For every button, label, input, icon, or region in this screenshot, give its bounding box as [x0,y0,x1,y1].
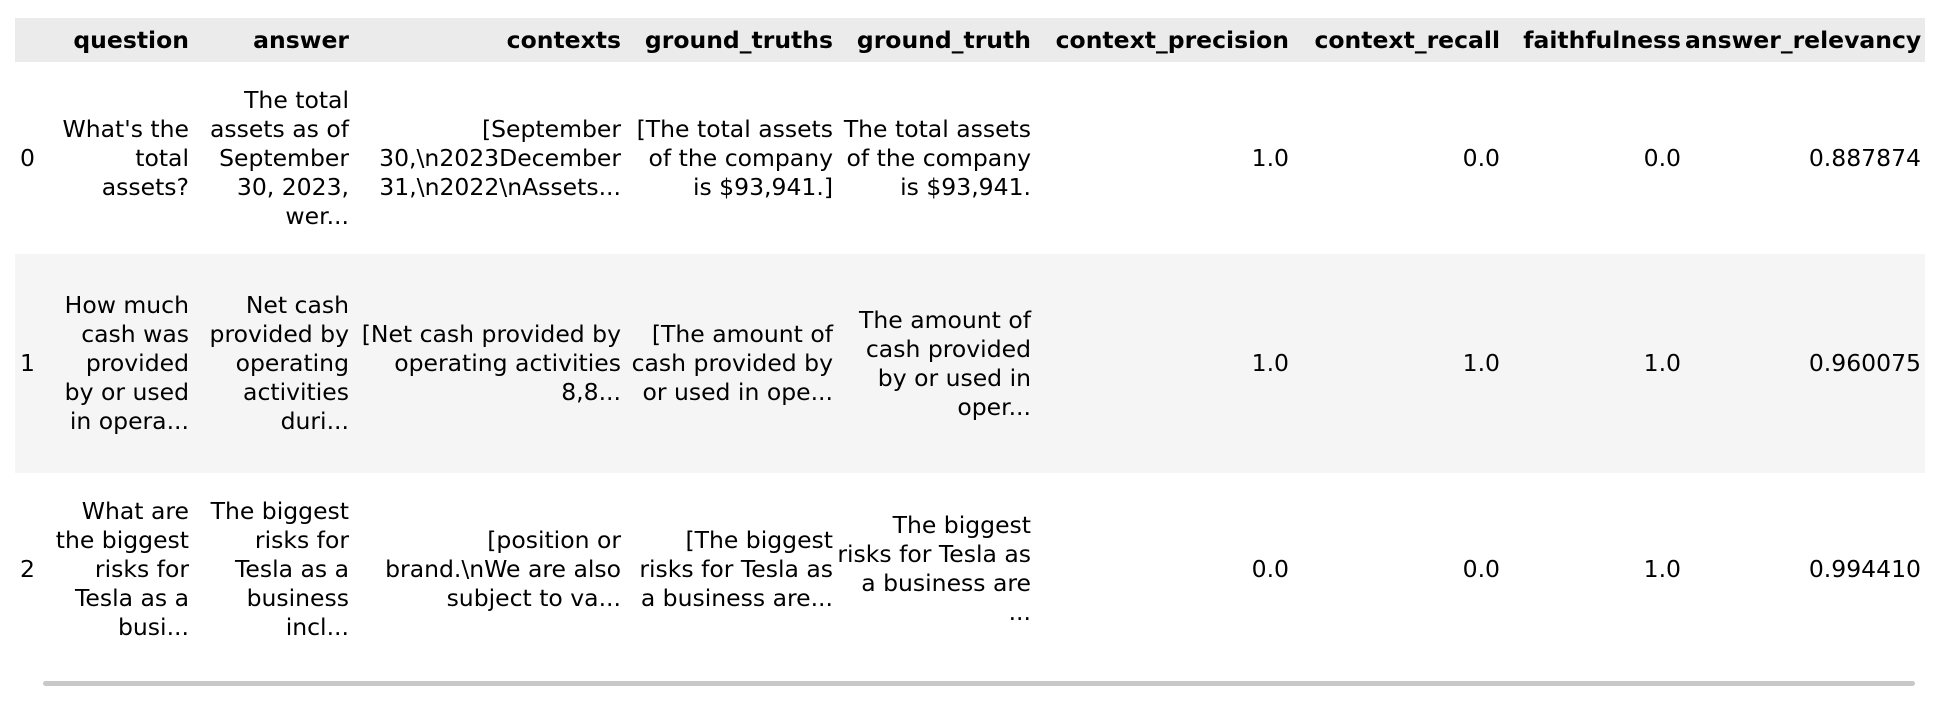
answer-relevancy-cell: 0.887874 [1808,143,1921,172]
table-body: 0 What's the total assets? The total ass… [15,62,1925,665]
context-precision-cell: 1.0 [1251,349,1289,377]
contexts-cell: [Net cash provided by operating activiti… [361,320,621,406]
horizontal-scrollbar[interactable] [43,681,1915,686]
column-header-context-recall: context_recall [1314,25,1500,54]
table-row: 2 What are the biggest risks for Tesla a… [15,473,1925,665]
question-cell: How much cash was provided by or used in… [64,291,189,435]
table-row: 0 What's the total assets? The total ass… [15,62,1925,254]
answer-cell: Net cash provided by operating activitie… [209,291,349,435]
answer-relevancy-cell: 0.960075 [1808,349,1921,377]
row-index-cell: 1 [20,349,35,377]
context-recall-cell: 0.0 [1462,554,1500,583]
dataframe-output: question answer contexts ground_truths g… [15,18,1925,665]
faithfulness-cell: 0.0 [1643,143,1681,172]
table-row: 1 How much cash was provided by or used … [15,254,1925,473]
ground-truth-cell: The biggest risks for Tesla as a busines… [837,511,1031,626]
context-recall-cell: 1.0 [1462,349,1500,377]
ground-truth-cell: The amount of cash provided by or used i… [859,305,1031,421]
column-header-question: question [73,25,189,54]
question-cell: What's the total assets? [62,114,190,201]
column-header-ground-truths: ground_truths [644,25,833,54]
results-table: question answer contexts ground_truths g… [15,18,1925,665]
answer-relevancy-cell: 0.994410 [1808,554,1921,583]
column-header-contexts: contexts [506,25,621,54]
ground-truth-cell: The total assets of the company is $93,9… [843,114,1031,201]
question-cell: What are the biggest risks for Tesla as … [55,496,189,641]
answer-cell: The biggest risks for Tesla as a busines… [210,496,349,641]
column-header-answer-relevancy: answer_relevancy [1685,25,1922,54]
row-index-cell: 2 [20,554,35,583]
ground-truths-cell: [The total assets of the company is $93,… [636,114,833,201]
context-recall-cell: 0.0 [1462,143,1500,172]
header-row: question answer contexts ground_truths g… [15,18,1925,62]
ground-truths-cell: [The biggest risks for Tesla as a busine… [639,525,833,612]
table-header: question answer contexts ground_truths g… [15,18,1925,62]
column-header-context-precision: context_precision [1055,25,1289,54]
column-header-ground-truth: ground_truth [856,25,1031,54]
answer-cell: The total assets as of September 30, 202… [209,85,349,230]
faithfulness-cell: 1.0 [1643,349,1681,377]
column-header-faithfulness: faithfulness [1523,25,1681,54]
column-header-answer: answer [253,25,349,54]
contexts-cell: [position or brand.\nWe are also subject… [385,525,621,612]
column-header-index [15,18,53,62]
contexts-cell: [September 30,\n2023December 31,\n2022\n… [379,114,621,201]
ground-truths-cell: [The amount of cash provided by or used … [631,320,833,406]
context-precision-cell: 0.0 [1251,554,1289,583]
context-precision-cell: 1.0 [1251,143,1289,172]
row-index-cell: 0 [20,143,35,172]
faithfulness-cell: 1.0 [1643,554,1681,583]
